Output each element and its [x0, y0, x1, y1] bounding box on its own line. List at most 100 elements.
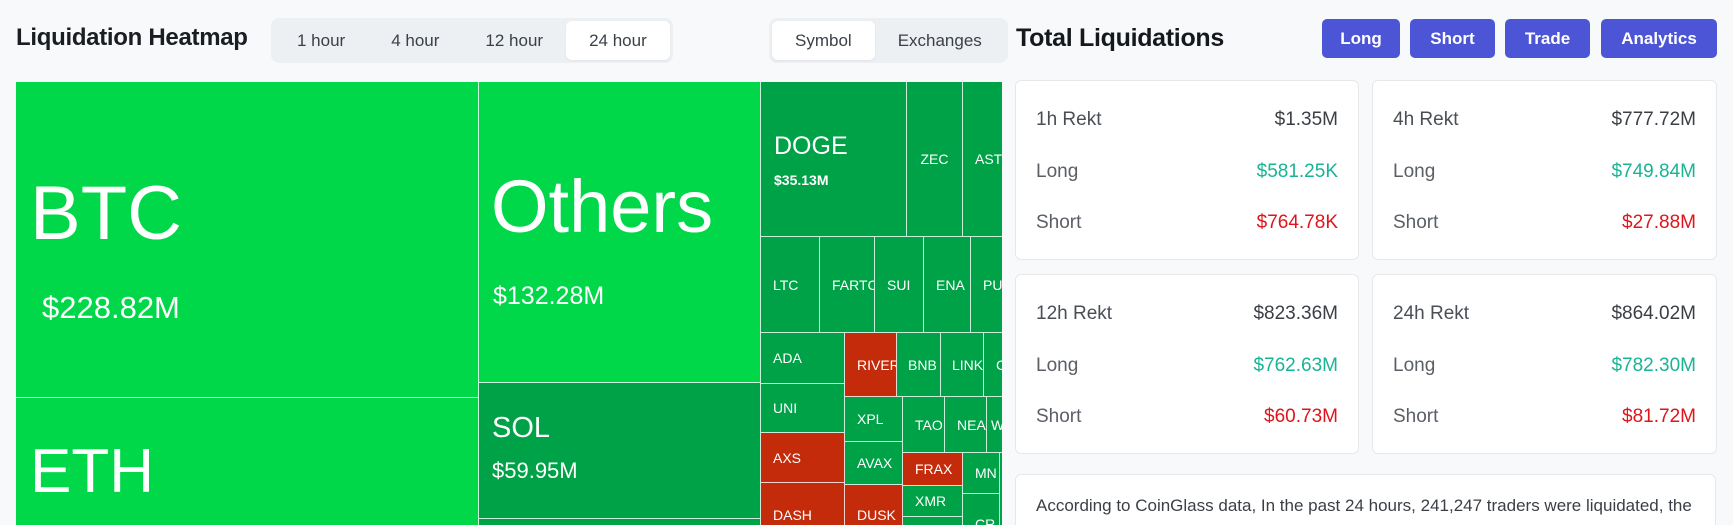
tile-tao[interactable]: TAO — [903, 397, 945, 453]
tile-symbol: ZEC — [920, 151, 949, 167]
tile-symbol: NEA — [957, 416, 986, 433]
tile-link[interactable]: LINK — [941, 333, 984, 397]
tile-uni[interactable]: UNI — [761, 384, 845, 433]
rekt-card-24h: 24h Rekt $864.02M Long $782.30M Short $81.7… — [1372, 274, 1717, 454]
tile-doge[interactable]: DOGE $35.13M — [761, 82, 907, 237]
tile-symbol: RIVER — [857, 356, 897, 373]
tab-4-hour[interactable]: 4 hour — [391, 31, 440, 50]
tile-symbol: SOL — [492, 412, 551, 444]
tile-river[interactable]: RIVER — [845, 333, 897, 397]
tile-symbol: ETH — [30, 437, 154, 506]
tile-symbol: AST — [975, 151, 1002, 167]
tile-symbol: C — [996, 357, 1002, 373]
card-label: 12h Rekt — [1036, 303, 1113, 324]
tile-ada[interactable]: ADA — [761, 333, 845, 384]
short-label: Short — [1036, 212, 1082, 233]
tile-symbol: PU — [983, 276, 1002, 293]
tile-dusk[interactable]: DUSK — [845, 485, 903, 525]
tile-symbol: CR — [975, 516, 996, 525]
tile-mn[interactable]: MN — [963, 453, 1000, 494]
tile-symbol: BNB — [908, 356, 937, 373]
short-label: Short — [1036, 406, 1082, 427]
tile-ena[interactable]: ENA — [924, 237, 971, 333]
trade-button[interactable]: Trade — [1505, 19, 1590, 58]
tile-symbol: AVAX — [857, 455, 893, 471]
tile-dash[interactable]: DASH — [761, 483, 845, 525]
tile-fartc[interactable]: FARTC — [820, 237, 875, 333]
card-total: $823.36M — [1253, 303, 1338, 324]
tile-w[interactable]: W — [987, 397, 1002, 453]
long-label: Long — [1036, 161, 1079, 182]
tile-edge[interactable] — [1000, 453, 1002, 525]
short-label: Short — [1393, 212, 1439, 233]
tile-symbol: DOGE — [774, 132, 848, 160]
tile-value: $228.82M — [42, 290, 180, 325]
tile-cr[interactable]: CR — [963, 494, 1000, 525]
long-value: $749.84M — [1611, 161, 1696, 182]
rekt-card-1h: 1h Rekt $1.35M Long $581.25K Short $764.78K — [1015, 80, 1359, 260]
tab-1-hour[interactable]: 1 hour — [297, 31, 346, 50]
tile-bnb[interactable]: BNB — [897, 333, 941, 397]
tile-frax[interactable]: FRAX — [903, 453, 963, 486]
tile-symbol: DUSK — [857, 507, 896, 523]
tile-symbol: BTC — [30, 171, 182, 256]
tab-exchanges[interactable]: Exchanges — [897, 31, 982, 50]
short-value: $60.73M — [1264, 406, 1338, 427]
tile-symbol: W — [991, 417, 1002, 433]
tile-symbol: UNI — [773, 400, 798, 416]
tile-symbol: TAO — [915, 416, 943, 433]
rekt-card-4h: 4h Rekt $777.72M Long $749.84M Short $27.88… — [1372, 80, 1717, 260]
tile-c[interactable]: C — [984, 333, 1002, 397]
analytics-button[interactable]: Analytics — [1601, 19, 1717, 58]
long-label: Long — [1036, 355, 1079, 376]
tile-sui[interactable]: SUI — [875, 237, 924, 333]
tile-xpl[interactable]: XPL — [845, 397, 903, 442]
card-label: 1h Rekt — [1036, 109, 1102, 130]
tile-unlabeled[interactable] — [479, 519, 761, 525]
tile-symbol: DASH — [773, 507, 812, 523]
long-label: Long — [1393, 161, 1436, 182]
card-label: 4h Rekt — [1393, 109, 1459, 130]
time-range-selector: 1 hour 4 hour 12 hour 24 hour — [271, 18, 673, 63]
short-value: $764.78K — [1256, 212, 1338, 233]
tile-others[interactable]: Others $132.28M — [479, 82, 761, 383]
rekt-card-12h: 12h Rekt $823.36M Long $762.63M Short $60.7… — [1015, 274, 1359, 454]
tile-ltc[interactable]: LTC — [761, 237, 820, 333]
tile-symbol: FARTC — [832, 276, 875, 293]
short-label: Short — [1393, 406, 1439, 427]
tile-symbol: MN — [975, 465, 997, 481]
tab-12-hour[interactable]: 12 hour — [485, 31, 544, 50]
short-button[interactable]: Short — [1410, 19, 1495, 58]
tile-zec[interactable]: ZEC — [907, 82, 963, 237]
tile-value: $59.95M — [492, 458, 578, 483]
tile-ast[interactable]: AST — [963, 82, 1002, 237]
tile-axs[interactable]: AXS — [761, 433, 845, 483]
tile-symbol: Others — [491, 165, 714, 248]
tile-eth[interactable]: ETH — [16, 398, 479, 525]
tile-symbol: SUI — [887, 276, 911, 293]
liquidation-summary: According to CoinGlass data, In the past… — [1015, 474, 1716, 525]
view-selector: Symbol Exchanges — [769, 18, 1008, 63]
tile-btc[interactable]: BTC $228.82M — [16, 82, 479, 398]
tile-pu[interactable]: PU — [971, 237, 1002, 333]
tile-avax[interactable]: AVAX — [845, 442, 903, 485]
tile-sol[interactable]: SOL $59.95M — [479, 383, 761, 519]
tile-nea[interactable]: NEA — [945, 397, 987, 453]
long-value: $782.30M — [1611, 355, 1696, 376]
total-liquidations-title: Total Liquidations — [1016, 24, 1225, 52]
card-total: $777.72M — [1611, 109, 1696, 130]
tile-symbol: LTC — [773, 276, 799, 293]
card-label: 24h Rekt — [1393, 303, 1470, 324]
long-button[interactable]: Long — [1322, 19, 1400, 58]
liquidation-treemap: BTC $228.82M ETH Others $132.28M SOL $59… — [16, 82, 1002, 525]
tile-symbol: ENA — [936, 276, 965, 293]
tab-24-hour[interactable]: 24 hour — [566, 21, 670, 60]
short-value: $27.88M — [1622, 212, 1696, 233]
tab-symbol[interactable]: Symbol — [772, 21, 875, 60]
short-value: $81.72M — [1622, 406, 1696, 427]
tile-xmr[interactable]: XMR — [903, 486, 963, 517]
tile-value: $35.13M — [774, 172, 829, 188]
tile-symbol: LINK — [952, 356, 984, 373]
tile-unlabeled-small[interactable] — [903, 517, 963, 525]
tile-symbol: FRAX — [915, 461, 953, 477]
